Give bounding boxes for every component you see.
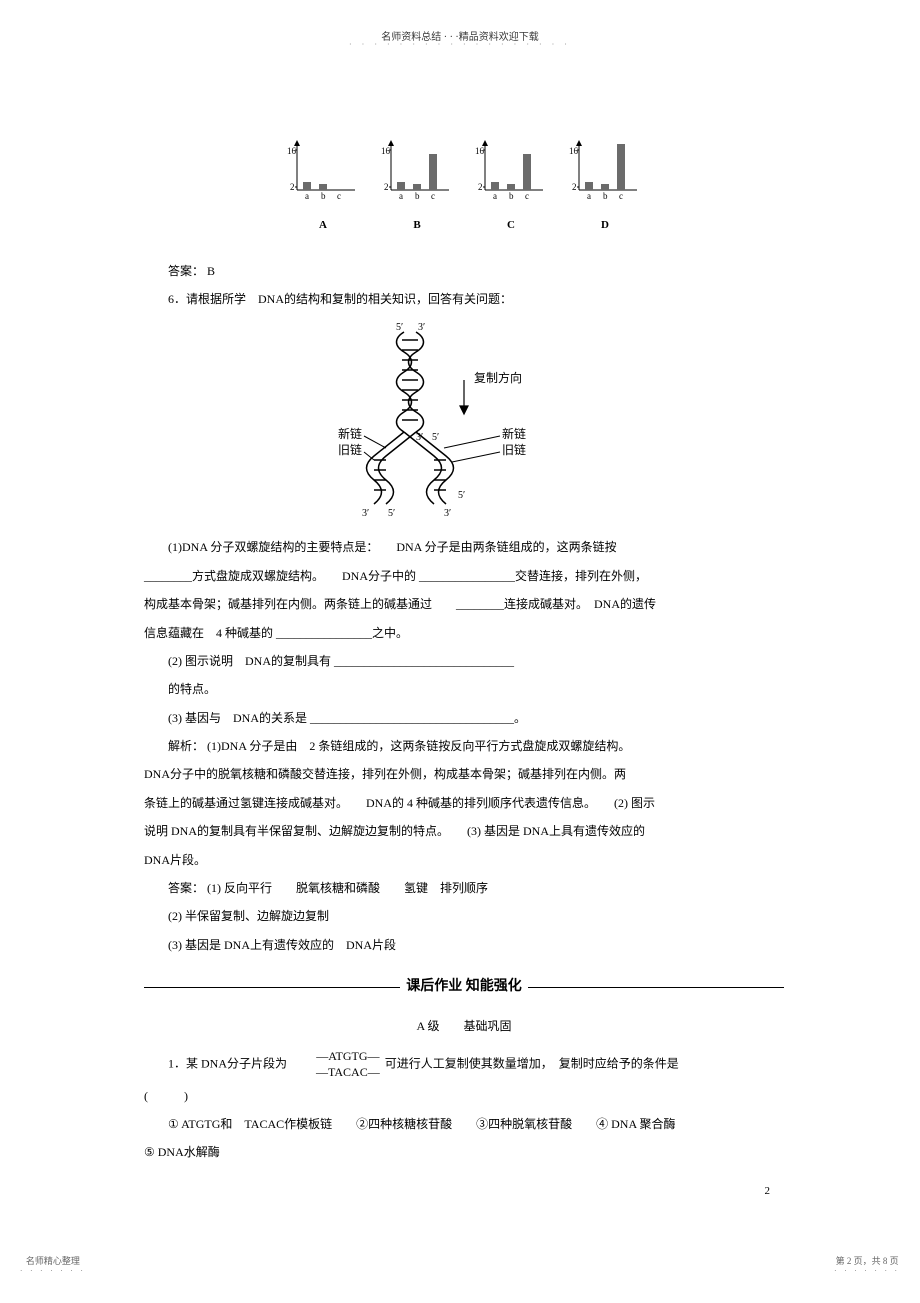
footer-right: 第 2 页，共 8 页 · · · · · · · <box>834 1254 900 1275</box>
svg-text:3′: 3′ <box>362 508 369 519</box>
svg-text:c: c <box>431 191 435 201</box>
lbl-repdir: 复制方向 <box>474 370 522 385</box>
svg-text:3′: 3′ <box>416 432 423 443</box>
q6-2b: 的特点。 <box>144 676 784 702</box>
lbl-oldchain-l: 旧链 <box>338 442 362 457</box>
q1-choices: ① ATGTG和 TACAC作模板链 ②四种核糖核苷酸 ③四种脱氧核苷酸 ④ D… <box>144 1111 784 1137</box>
expl-1: 解析： (1)DNA 分子是由 2 条链组成的，这两条链按反向平行方式盘旋成双螺… <box>144 733 784 759</box>
ans-3: (3) 基因是 DNA上有遗传效应的 DNA片段 <box>144 932 784 958</box>
expl-5: DNA片段。 <box>144 847 784 873</box>
svg-text:c: c <box>525 191 529 201</box>
q1: 1．某 DNA分子片段为 —ATGTG— —TACAC— 可进行人工复制使其数量… <box>144 1049 784 1080</box>
svg-text:2: 2 <box>384 182 389 192</box>
chart-label-C: C <box>473 213 549 237</box>
chart-D: 16 2 a b c D <box>567 140 643 238</box>
lbl-newchain-l: 新链 <box>338 426 362 441</box>
expl-2: DNA分子中的脱氧核糖和磷酸交替连接，排列在外侧，构成基本骨架；碱基排列在内侧。… <box>144 761 784 787</box>
svg-text:16: 16 <box>381 146 391 156</box>
chart-B: 16 2 a b c B <box>379 140 455 238</box>
dna-figure: 5′ 3′ 复制方向 新链 旧链 新链 旧链 3′ 5′ 3′ 5′ 3′ 5′ <box>144 320 784 520</box>
svg-text:b: b <box>415 191 420 201</box>
svg-text:2: 2 <box>478 182 483 192</box>
lbl-5p-tl: 5′ <box>396 322 403 333</box>
svg-text:16: 16 <box>569 146 579 156</box>
dna-svg: 5′ 3′ 复制方向 新链 旧链 新链 旧链 3′ 5′ 3′ 5′ 3′ 5′ <box>324 320 604 520</box>
svg-text:b: b <box>321 191 326 201</box>
svg-text:2: 2 <box>290 182 295 192</box>
svg-text:3′: 3′ <box>444 508 451 519</box>
level-line: A 级 基础巩固 <box>144 1013 784 1039</box>
q1-choice5: ⑤ DNA水解酶 <box>144 1139 784 1165</box>
q6-1d: 信息蕴藏在 4 种碱基的 ________________之中。 <box>144 620 784 646</box>
q6-1a: (1)DNA 分子双螺旋结构的主要特点是： DNA 分子是由两条链组成的，这两条… <box>144 534 784 560</box>
q1-seq: —ATGTG— —TACAC— <box>292 1049 380 1080</box>
chart-svg-A: 16 2 a b c <box>285 140 361 202</box>
lbl-3p-tr: 3′ <box>418 322 425 333</box>
chart-A: 16 2 a b c A <box>285 140 361 238</box>
lbl-oldchain-r: 旧链 <box>502 442 526 457</box>
chart-svg-C: 16 2 a b c <box>473 140 549 202</box>
chart-C: 16 2 a b c C <box>473 140 549 238</box>
footer-right-text: 第 2 页，共 8 页 <box>834 1254 900 1267</box>
footer-left-dots: · · · · · · · <box>20 1267 86 1275</box>
svg-text:a: a <box>587 191 591 201</box>
footer-right-dots: · · · · · · · <box>834 1267 900 1275</box>
ans-1: 答案： (1) 反向平行 脱氧核糖和磷酸 氢键 排列顺序 <box>144 875 784 901</box>
answer-b: 答案： B <box>144 258 784 284</box>
chart-row: 16 2 a b c A 16 2 <box>144 140 784 238</box>
svg-text:16: 16 <box>475 146 485 156</box>
q6-1b: ________方式盘旋成双螺旋结构。 DNA分子中的 ____________… <box>144 563 784 589</box>
question-6: 6．请根据所学 DNA的结构和复制的相关知识，回答有关问题： <box>144 286 784 312</box>
divider-line-right <box>528 987 784 988</box>
expl-3: 条链上的碱基通过氢键连接成碱基对。 DNA的 4 种碱基的排列顺序代表遗传信息。… <box>144 790 784 816</box>
q1-suffix: 可进行人工复制使其数量增加， 复制时应给予的条件是 <box>385 1057 679 1071</box>
svg-text:a: a <box>305 191 309 201</box>
q6-3: (3) 基因与 DNA的关系是 ________________________… <box>144 705 784 731</box>
svg-text:b: b <box>603 191 608 201</box>
svg-text:a: a <box>399 191 403 201</box>
q1-seq-top: —ATGTG— <box>292 1049 380 1065</box>
footer-left-text: 名师精心整理 <box>20 1254 86 1267</box>
svg-text:a: a <box>493 191 497 201</box>
svg-text:16: 16 <box>287 146 297 156</box>
svg-text:c: c <box>337 191 341 201</box>
q1-seq-bot: —TACAC— <box>292 1065 380 1081</box>
ans-2: (2) 半保留复制、边解旋边复制 <box>144 903 784 929</box>
q6-1c: 构成基本骨架；碱基排列在内侧。两条链上的碱基通过 ________连接成碱基对。… <box>144 591 784 617</box>
q6-2a: (2) 图示说明 DNA的复制具有 ______________________… <box>144 648 784 674</box>
q1-prefix: 1．某 DNA分子片段为 <box>168 1057 287 1071</box>
footer-left: 名师精心整理 · · · · · · · <box>20 1254 86 1275</box>
chart-svg-D: 16 2 a b c <box>567 140 643 202</box>
section-title: 课后作业 知能强化 <box>400 972 528 1003</box>
chart-label-A: A <box>285 213 361 237</box>
main-content: 16 2 a b c A 16 2 <box>144 140 784 1168</box>
svg-text:c: c <box>619 191 623 201</box>
page-number: 2 <box>765 1185 771 1197</box>
header-dots: · · · · · · · · · · · · · · · · · · <box>0 40 920 49</box>
section-divider: 课后作业 知能强化 <box>144 972 784 1003</box>
svg-text:5′: 5′ <box>432 432 439 443</box>
svg-text:b: b <box>509 191 514 201</box>
svg-text:2: 2 <box>572 182 577 192</box>
expl-4: 说明 DNA的复制具有半保留复制、边解旋边复制的特点。 (3) 基因是 DNA上… <box>144 818 784 844</box>
q1-paren: ( ) <box>144 1083 784 1109</box>
chart-label-D: D <box>567 213 643 237</box>
chart-label-B: B <box>379 213 455 237</box>
divider-line-left <box>144 987 400 988</box>
svg-text:5′: 5′ <box>458 490 465 501</box>
lbl-newchain-r: 新链 <box>502 426 526 441</box>
svg-text:5′: 5′ <box>388 508 395 519</box>
chart-svg-B: 16 2 a b c <box>379 140 455 202</box>
